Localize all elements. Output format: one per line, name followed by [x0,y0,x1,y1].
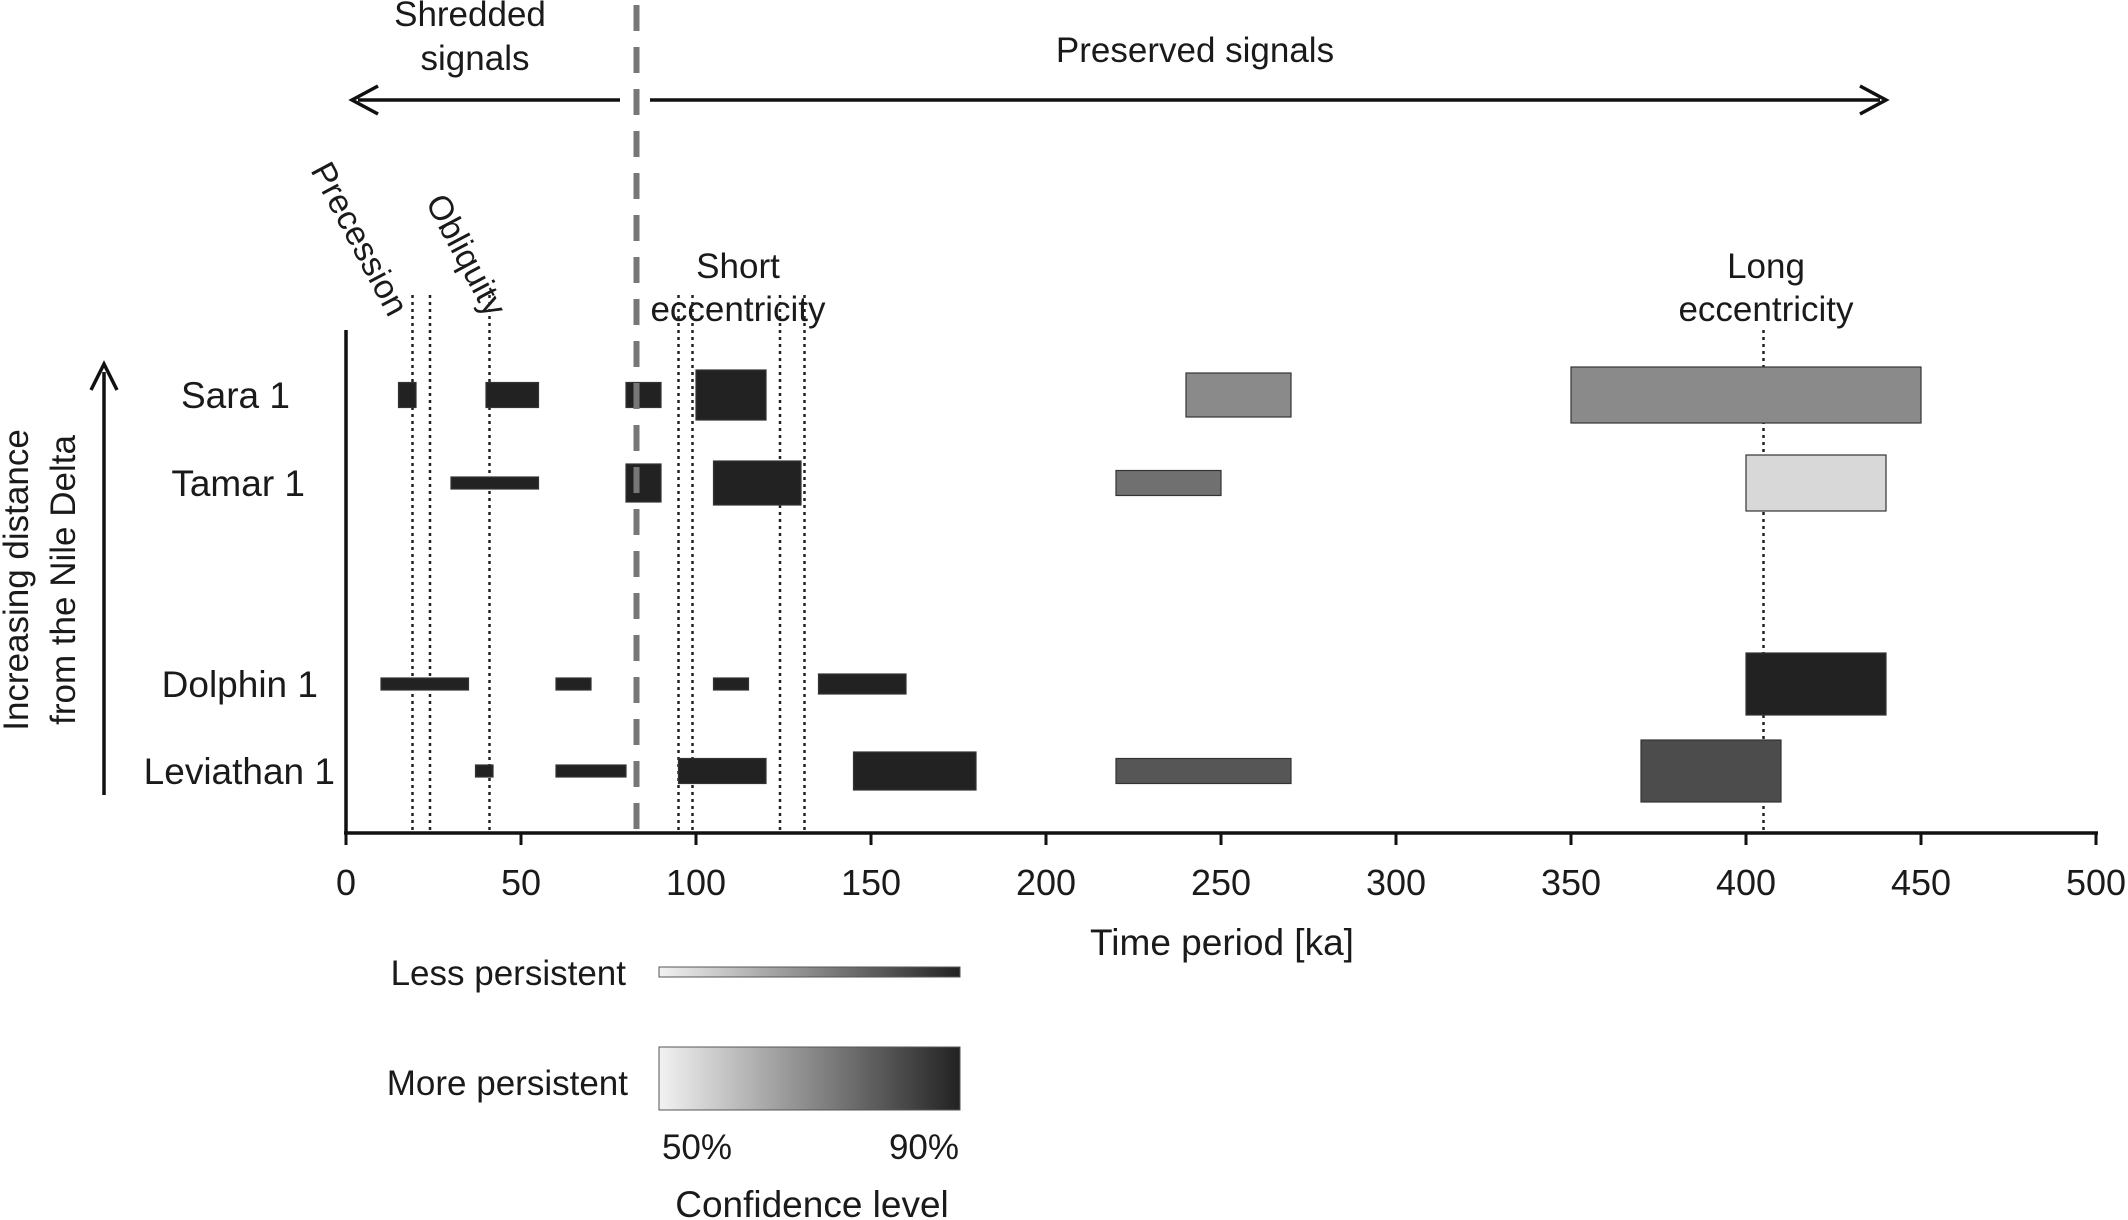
cycle-labels: Precession Obliquity Short eccentricity … [303,156,1854,329]
x-tick-label: 200 [1016,862,1076,903]
signal-bar [1745,652,1887,716]
signal-bar [380,677,470,691]
signal-bar [1185,372,1292,418]
legend-less-swatch [658,966,961,978]
well-label: Sara 1 [181,375,290,416]
signal-bar [1570,366,1922,424]
well-label: Dolphin 1 [162,664,318,705]
x-tick-label: 250 [1191,862,1251,903]
well-labels: Sara 1 Tamar 1 Dolphin 1 Leviathan 1 [144,375,335,792]
signal-bar [712,460,802,506]
x-tick-label: 450 [1891,862,1951,903]
preserved-label: Preserved signals [1056,31,1334,70]
signal-bar [852,751,977,791]
well-label: Leviathan 1 [144,751,335,792]
legend-more-swatch [658,1046,961,1111]
preserved-arrow [650,84,1890,116]
x-tick-label: 500 [2066,862,2126,903]
signal-bar [555,677,592,691]
shredded-label-line1: Shredded [394,0,546,34]
short-eccentricity-label-line2: eccentricity [650,290,826,329]
legend-scale-title: Confidence level [675,1184,949,1220]
x-tick-label: 0 [336,862,356,903]
signal-bar [677,757,767,785]
signal-bar [1115,469,1222,497]
y-axis-label-line1: Increasing distance [0,429,36,731]
well-label: Tamar 1 [171,463,305,504]
x-tick-label: 350 [1541,862,1601,903]
legend: Less persistent More persistent 50% 90% … [387,954,961,1220]
signal-bar [397,381,417,409]
legend-less-label: Less persistent [391,954,627,993]
legend-scale-min: 50% [662,1128,732,1167]
legend-scale-max: 90% [889,1128,959,1167]
x-tick-label: 50 [501,862,541,903]
signal-bar [1745,454,1887,512]
y-axis-label: Increasing distance from the Nile Delta [0,360,119,795]
signal-bar [625,381,662,409]
signal-bar [1115,757,1292,785]
x-tick-label: 150 [841,862,901,903]
signal-bar [474,764,494,778]
signal-bar [817,673,907,695]
x-ticks: 0 50 100 150 200 250 300 350 400 450 500 [336,833,2126,903]
long-eccentricity-label-line1: Long [1727,247,1805,286]
signal-bar [712,677,750,691]
plot-area: Sara 1 Tamar 1 Dolphin 1 Leviathan 1 0 50 100… [144,5,2126,963]
x-axis-label: Time period [ka] [1090,922,1354,963]
legend-more-label: More persistent [387,1064,628,1103]
x-tick-label: 100 [666,862,726,903]
reference-lines [411,295,1765,833]
shredded-arrow [348,84,620,116]
signal-bar [1640,739,1782,803]
precession-label: Precession [303,156,416,322]
short-eccentricity-label-line1: Short [696,247,780,286]
region-annotations: Shredded signals Preserved signals [348,0,1890,116]
x-tick-label: 300 [1366,862,1426,903]
bars [380,366,1922,803]
shredded-label-line2: signals [421,39,530,78]
signal-bar [485,381,540,409]
x-tick-label: 400 [1716,862,1776,903]
signal-bar [695,369,767,421]
signal-bar [450,476,540,490]
y-axis-label-line2: from the Nile Delta [44,435,83,725]
long-eccentricity-label-line2: eccentricity [1678,290,1854,329]
signal-bar [555,764,627,778]
signal-bar [625,463,662,503]
obliquity-label: Obliquity [418,188,514,323]
